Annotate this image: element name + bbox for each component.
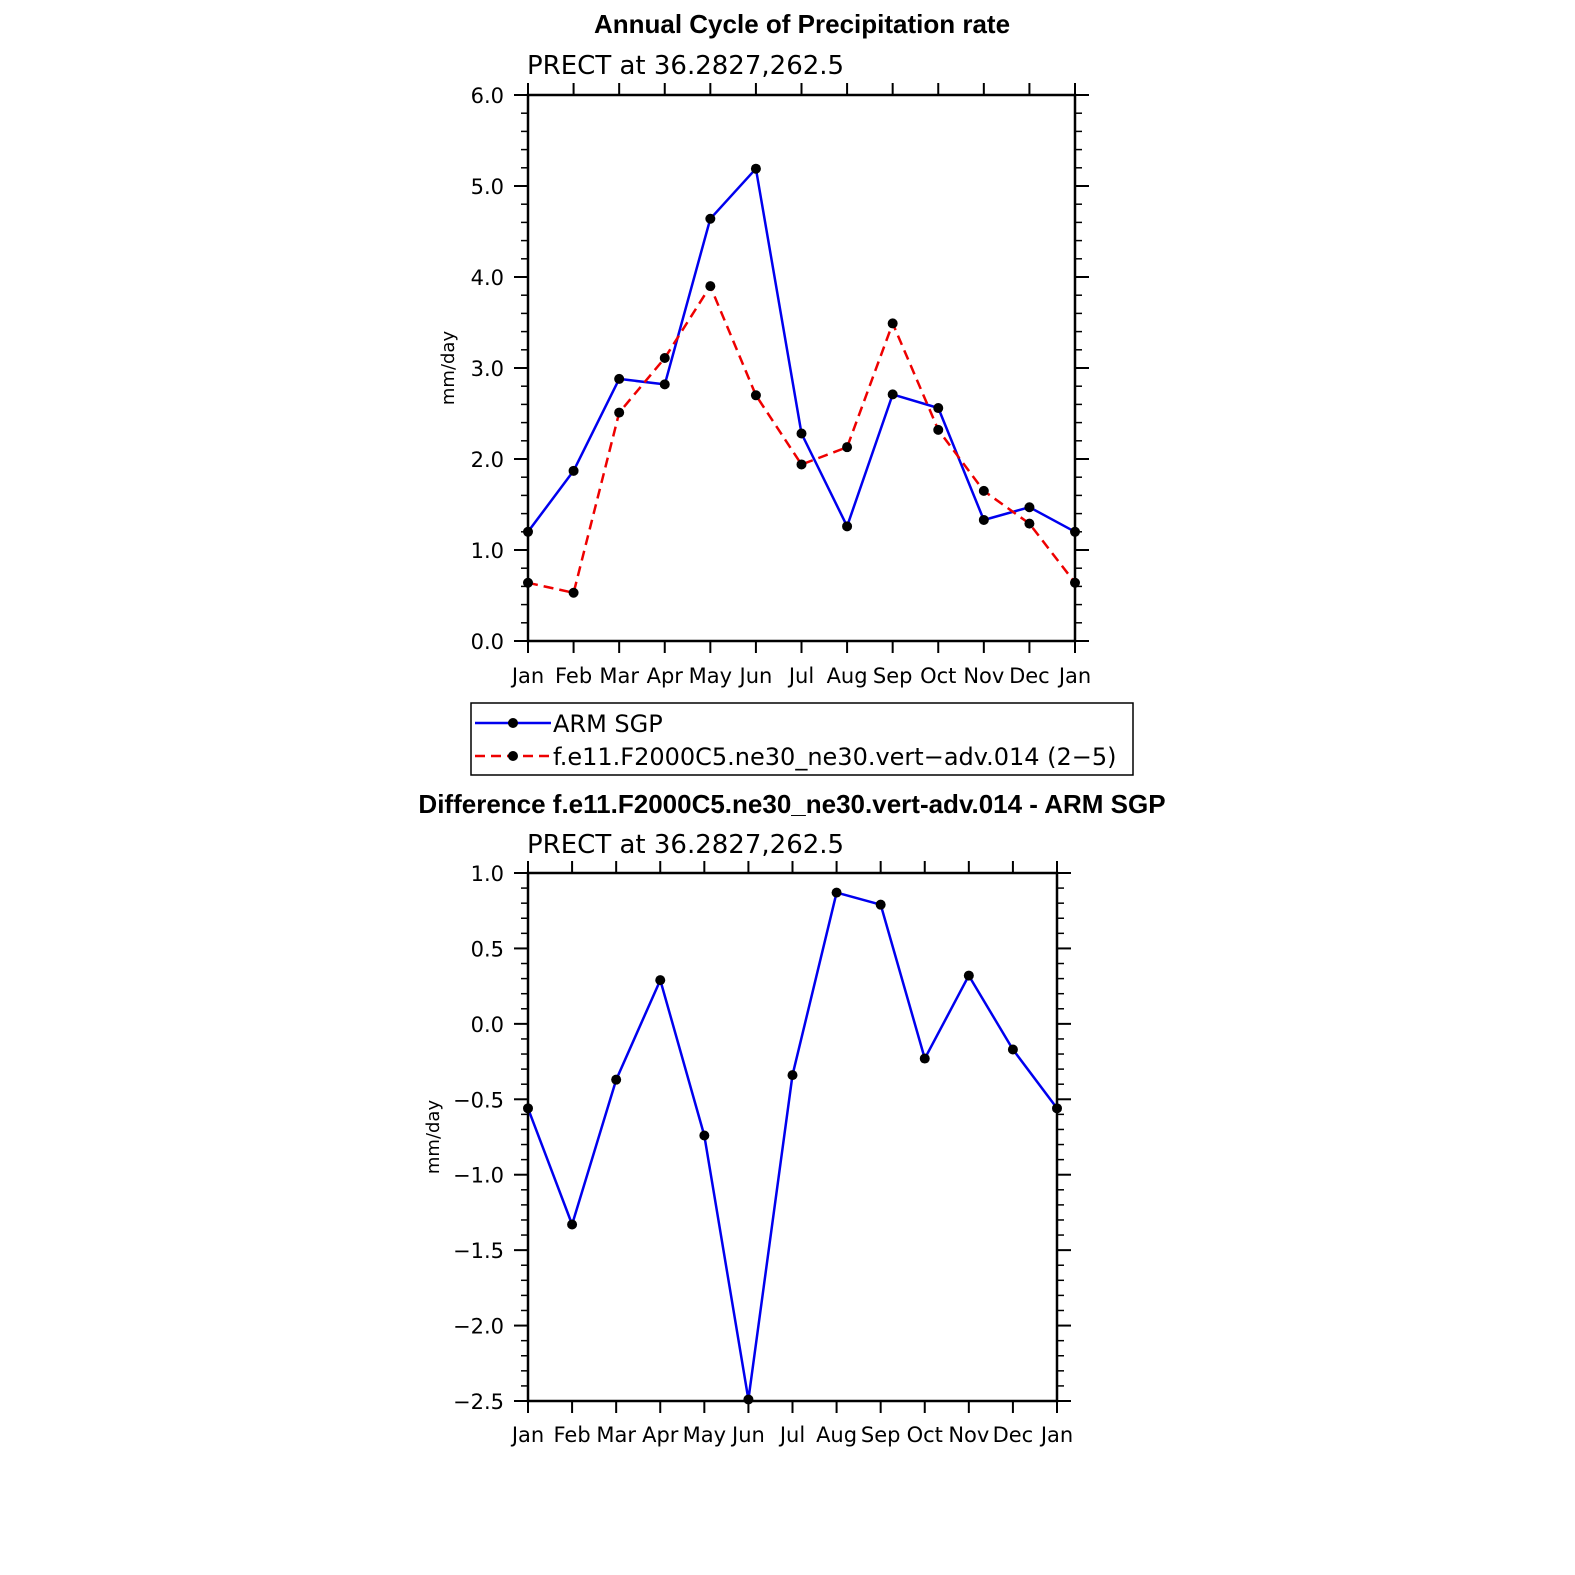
y-tick-label: 0.0	[471, 630, 504, 654]
data-point	[614, 373, 625, 384]
data-point	[875, 899, 886, 910]
data-point	[796, 459, 807, 470]
x-tick-label: Jan	[510, 664, 544, 688]
data-point	[887, 389, 898, 400]
legend-marker-model	[508, 751, 518, 761]
data-point	[659, 379, 670, 390]
x-tick-label: Dec	[993, 1423, 1034, 1447]
x-tick-label: Jan	[1039, 1423, 1073, 1447]
data-point	[933, 403, 944, 414]
x-tick-label: Jan	[1057, 664, 1091, 688]
y-tick-label: 5.0	[471, 175, 504, 199]
data-point	[933, 424, 944, 435]
x-tick-label: Jan	[510, 1423, 544, 1447]
y-tick-label: 6.0	[471, 84, 504, 108]
x-tick-label: Feb	[555, 664, 592, 688]
data-point	[705, 281, 716, 292]
y-tick-label: 1.0	[471, 862, 504, 886]
data-point	[978, 485, 989, 496]
series-line-0	[526, 891, 1059, 1401]
data-point	[787, 1070, 798, 1081]
legend: ARM SGP f.e11.F2000C5.ne30_ne30.vert−adv…	[470, 702, 1134, 776]
x-tick-label: Nov	[948, 1423, 989, 1447]
series-line-0	[526, 167, 1076, 533]
x-tick-label: Jun	[738, 664, 773, 688]
data-point	[1024, 502, 1035, 513]
data-point	[1024, 518, 1035, 529]
y-tick-label: −2.0	[453, 1315, 504, 1339]
data-point	[567, 1219, 578, 1230]
data-point	[963, 970, 974, 981]
series-line-1	[527, 284, 1076, 595]
data-point	[978, 514, 989, 525]
x-tick-label: Feb	[553, 1423, 590, 1447]
legend-entry-model: f.e11.F2000C5.ne30_ne30.vert−adv.014 (2−…	[475, 743, 1117, 771]
x-tick-label: Jul	[787, 664, 814, 688]
legend-entry-arm-sgp: ARM SGP	[475, 710, 663, 738]
x-tick-label: Sep	[873, 664, 913, 688]
y-tick-label: −1.0	[453, 1164, 504, 1188]
data-point	[614, 407, 625, 418]
x-tick-label: May	[683, 1423, 726, 1447]
annual-cycle-chart: Annual Cycle of Precipitation rate PRECT…	[438, 9, 1091, 688]
data-point	[887, 318, 898, 329]
legend-box	[470, 702, 1134, 776]
chart-subtitle: PRECT at 36.2827,262.5	[527, 51, 844, 81]
legend-label-arm-sgp: ARM SGP	[553, 710, 663, 738]
data-point	[750, 163, 761, 174]
y-axis-label: mm/day	[423, 1100, 444, 1175]
x-tick-label: Mar	[596, 1423, 636, 1447]
chart-title: Difference f.e11.F2000C5.ne30_ne30.vert-…	[418, 789, 1165, 819]
y-tick-label: 0.5	[471, 937, 504, 961]
y-tick-label: −1.5	[453, 1239, 504, 1263]
data-point	[655, 975, 666, 986]
y-tick-label: 3.0	[471, 357, 504, 381]
legend-label-model: f.e11.F2000C5.ne30_ne30.vert−adv.014 (2−…	[553, 743, 1117, 771]
x-tick-label: Aug	[827, 664, 868, 688]
y-tick-label: 1.0	[471, 539, 504, 563]
data-point	[796, 428, 807, 439]
plot-frame	[526, 871, 1059, 1403]
x-tick-label: Apr	[642, 1423, 679, 1447]
x-tick-label: May	[689, 664, 732, 688]
y-tick-label: 4.0	[471, 266, 504, 290]
y-tick-label: −0.5	[453, 1088, 504, 1112]
data-point	[919, 1053, 930, 1064]
data-point	[705, 213, 716, 224]
x-tick-label: Nov	[963, 664, 1004, 688]
x-tick-label: Dec	[1009, 664, 1050, 688]
data-point	[831, 887, 842, 898]
x-tick-label: Sep	[861, 1423, 901, 1447]
data-point	[842, 521, 853, 532]
data-point	[568, 465, 579, 476]
x-tick-label: Oct	[920, 664, 956, 688]
legend-marker-arm-sgp	[508, 718, 518, 728]
data-point	[611, 1074, 622, 1085]
x-tick-label: Mar	[599, 664, 639, 688]
data-point	[750, 390, 761, 401]
data-point	[568, 587, 579, 598]
data-point	[659, 352, 670, 363]
y-tick-label: −2.5	[453, 1390, 504, 1414]
x-tick-label: Jul	[778, 1423, 805, 1447]
data-point	[1007, 1044, 1018, 1055]
y-tick-label: 0.0	[471, 1013, 504, 1037]
plot-frame	[526, 93, 1077, 643]
y-axis-label: mm/day	[438, 331, 459, 406]
x-tick-label: Oct	[907, 1423, 943, 1447]
data-point	[699, 1130, 710, 1141]
x-tick-label: Aug	[816, 1423, 857, 1447]
x-tick-label: Apr	[647, 664, 684, 688]
x-tick-label: Jun	[730, 1423, 765, 1447]
y-tick-label: 2.0	[471, 448, 504, 472]
data-point	[743, 1394, 754, 1405]
chart-subtitle: PRECT at 36.2827,262.5	[527, 830, 844, 860]
data-point	[842, 442, 853, 453]
difference-chart: Difference f.e11.F2000C5.ne30_ne30.vert-…	[418, 789, 1165, 1447]
chart-title: Annual Cycle of Precipitation rate	[594, 9, 1010, 39]
